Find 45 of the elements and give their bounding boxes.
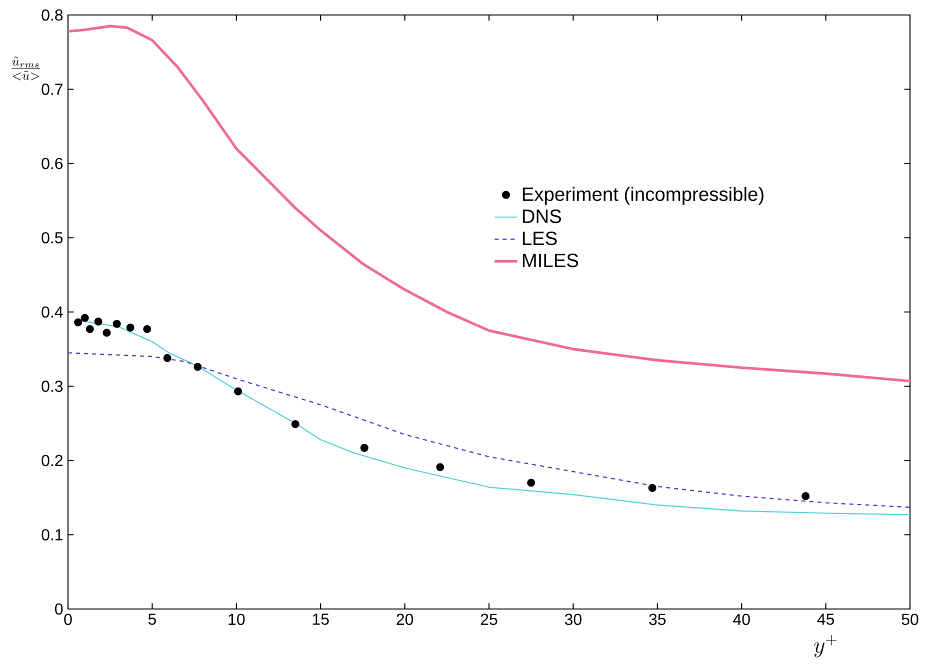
- y-axis-title: $\frac{\tilde{u}_{rms}}{<\tilde{u}>}$: [12, 56, 40, 80]
- x-tick-label: 15: [312, 614, 329, 625]
- line-series: [68, 352, 910, 508]
- x-tick-label: 40: [733, 614, 750, 626]
- point: [802, 492, 810, 500]
- legend-label: MILES: [522, 254, 578, 268]
- point: [163, 354, 172, 362]
- legend-label: LES: [522, 232, 557, 246]
- point: [360, 444, 368, 452]
- point: [94, 318, 102, 326]
- x-tick-label: 30: [564, 614, 582, 626]
- legend-label: Experiment (incompressible): [522, 186, 764, 205]
- x-tick-label: 0: [64, 614, 72, 626]
- point: [86, 325, 94, 334]
- line-series: [68, 24, 910, 382]
- point: [194, 362, 202, 371]
- y-tick-label: 0.2: [42, 454, 62, 466]
- point: [648, 484, 656, 492]
- point: [112, 320, 121, 328]
- point: [527, 478, 536, 487]
- y-tick-label: 0.7: [42, 84, 62, 95]
- y-tick-label: 0.6: [42, 158, 63, 170]
- point: [234, 387, 242, 396]
- point: [143, 325, 152, 334]
- y-tick-label: 0.1: [42, 529, 63, 540]
- point: [102, 328, 111, 337]
- x-tick-label: 20: [396, 614, 414, 626]
- x-tick-label: 10: [228, 614, 245, 626]
- x-tick-label: 35: [649, 614, 666, 626]
- legend-label: DNS: [522, 209, 562, 224]
- y-tick-label: 0: [55, 603, 63, 615]
- point: [126, 324, 134, 332]
- y-tick-label: 0.4: [42, 306, 63, 318]
- x-axis-title: $y^{+}$: [814, 635, 837, 658]
- x-tick-label: 50: [902, 614, 918, 626]
- y-tick-label: 0.3: [42, 380, 63, 392]
- point: [74, 318, 82, 326]
- y-tick-label: 0.8: [42, 9, 63, 21]
- x-tick-label: 5: [148, 614, 156, 625]
- y-tick-label: 0.5: [42, 232, 63, 244]
- x-tick-label: 25: [480, 614, 498, 626]
- x-tick-label: 45: [817, 614, 834, 625]
- point: [291, 420, 300, 428]
- point: [80, 314, 89, 322]
- point: [436, 463, 444, 472]
